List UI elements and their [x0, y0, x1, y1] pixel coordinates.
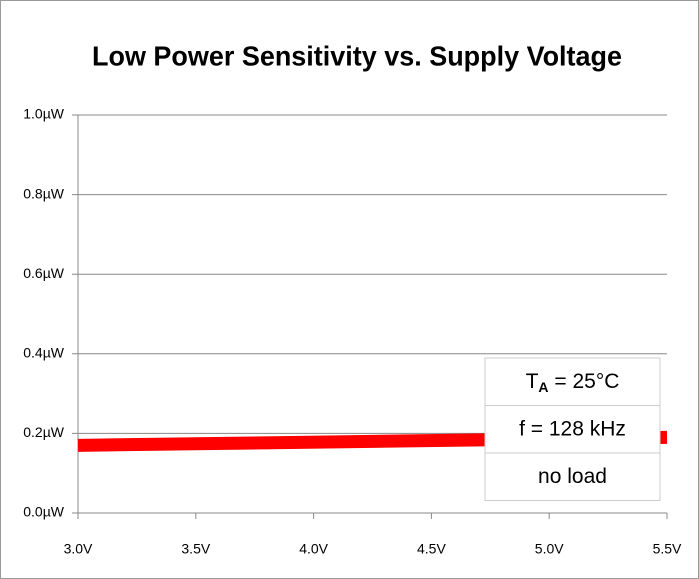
annotation-text: f = 128 kHz — [519, 417, 626, 440]
annotation: no load — [538, 464, 607, 487]
x-tick-label: 5.0V — [535, 541, 564, 557]
x-tick-label: 4.0V — [299, 541, 328, 557]
y-tick-label: 0.8µW — [23, 185, 65, 201]
annotation-box — [484, 357, 661, 501]
chart-title: Low Power Sensitivity vs. Supply Voltage — [92, 40, 622, 71]
y-tick-label: 0.0µW — [23, 504, 65, 520]
annotation-symbol: T — [526, 369, 539, 392]
annotation: f = 128 kHz — [519, 417, 626, 440]
y-tick-label: 0.4µW — [23, 345, 65, 361]
y-tick-label: 1.0µW — [23, 106, 65, 122]
annotation: TA = 25°C — [526, 369, 620, 394]
x-tick-label: 3.5V — [181, 541, 210, 557]
y-tick-label: 0.6µW — [23, 265, 65, 281]
y-tick-label: 0.2µW — [23, 424, 65, 440]
x-tick-label: 4.5V — [417, 541, 446, 557]
x-tick-label: 5.5V — [653, 541, 682, 557]
annotation-text: no load — [538, 464, 607, 487]
annotation-subscript: A — [538, 378, 548, 394]
x-tick-label: 3.0V — [64, 541, 93, 557]
annotation-text: = 25°C — [549, 369, 620, 392]
